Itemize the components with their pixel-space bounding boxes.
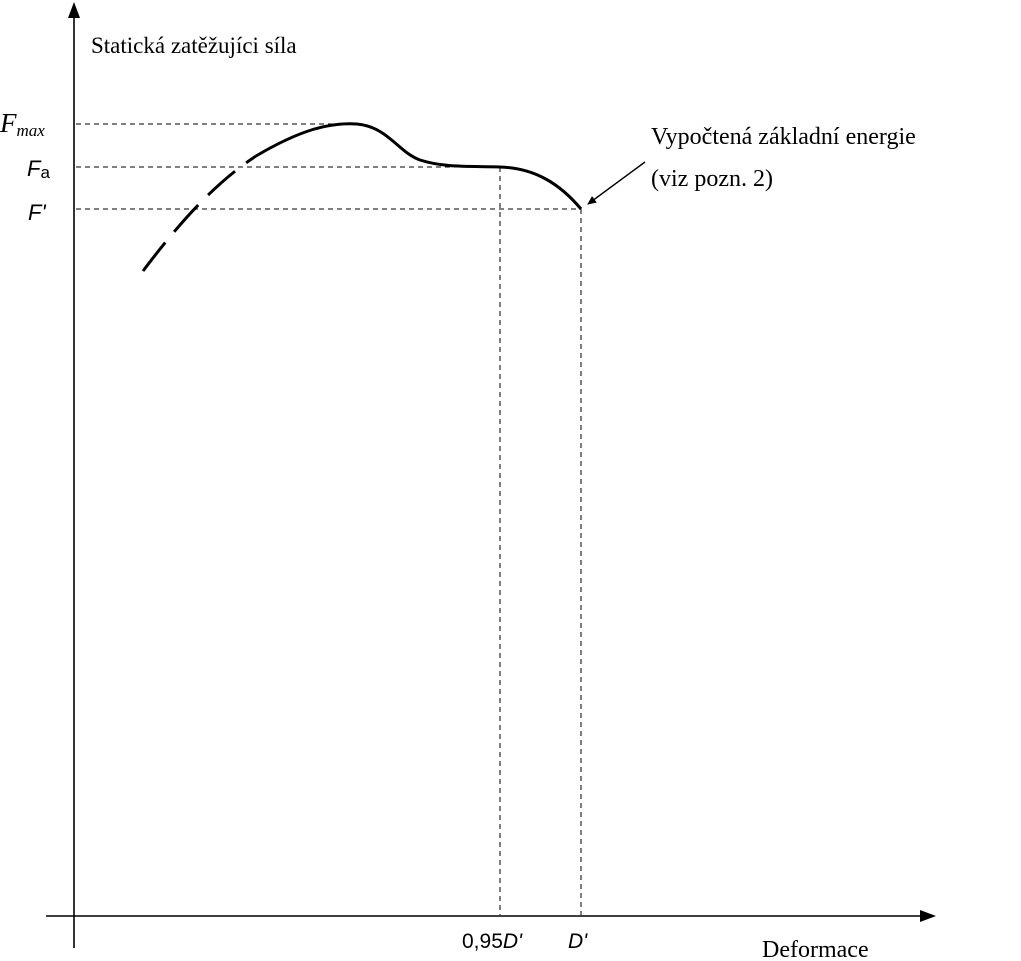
curve-solid-segment [255,122,583,210]
annotation-line1: Vypočtená základní energie [651,124,916,150]
x-tick-label-dprime: D' [568,930,588,953]
annotation-arrow [587,161,646,205]
y-axis-arrow-icon [68,2,80,18]
y-tick-label-fa: Fa [27,156,50,182]
annotation-line2: (viz pozn. 2) [651,166,773,192]
y-tick-label-fprime: F' [28,200,46,225]
x-tick-label-095d: 0,95D' [462,930,523,953]
y-axis-title: Statická zatěžujíci síla [91,33,297,58]
y-tick-label-fmax: Fmax [0,108,45,140]
x-axis-title: Deformace [762,937,869,961]
curve-dashed-segment [141,154,257,272]
x-axis-arrow-icon [920,910,936,922]
